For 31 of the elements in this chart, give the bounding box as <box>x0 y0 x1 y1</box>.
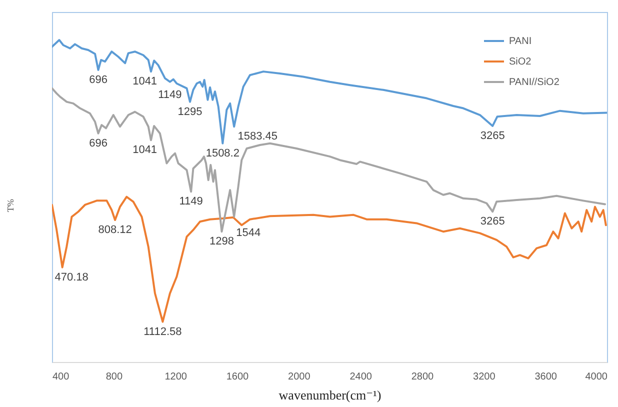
x-tick-label: 3600 <box>534 372 558 382</box>
x-tick-label: 2800 <box>411 372 434 382</box>
x-tick-label: 800 <box>106 372 123 382</box>
x-tick-label: 3200 <box>473 372 496 382</box>
annotation: 1112.58 <box>144 326 182 338</box>
annotation: 1041 <box>132 144 158 156</box>
annotation: 470.18 <box>54 271 88 284</box>
annotation: 1544 <box>236 226 261 239</box>
annotation: 1149 <box>179 196 203 208</box>
annotation: 1298 <box>209 236 234 248</box>
annotation: 1508.2 <box>206 147 240 160</box>
x-axis-title: wavenumber(cm⁻¹) <box>278 388 382 402</box>
x-tick-label: 2400 <box>350 372 372 382</box>
annotation: 1583.45 <box>238 130 278 143</box>
legend-label: SiO2 <box>509 56 532 68</box>
legend-label: PANI <box>509 36 532 47</box>
annotation: 696 <box>89 137 108 150</box>
legend-label: PANI//SiO2 <box>509 77 560 88</box>
x-tick-label: 400 <box>52 372 70 382</box>
annotation: 696 <box>89 74 108 86</box>
y-axis-title: T% <box>6 198 16 212</box>
x-tick-label: 2000 <box>288 372 311 382</box>
x-tick-label: 1200 <box>164 372 188 382</box>
x-tick-label: 1600 <box>226 372 250 382</box>
annotation: 1149 <box>158 88 182 101</box>
annotation: 808.12 <box>98 224 132 236</box>
annotation: 1295 <box>178 106 202 118</box>
annotation: 3265 <box>480 216 505 228</box>
annotation: 3265 <box>480 130 505 142</box>
x-tick-label: 4000 <box>585 372 608 382</box>
annotation: 1041 <box>132 76 158 88</box>
